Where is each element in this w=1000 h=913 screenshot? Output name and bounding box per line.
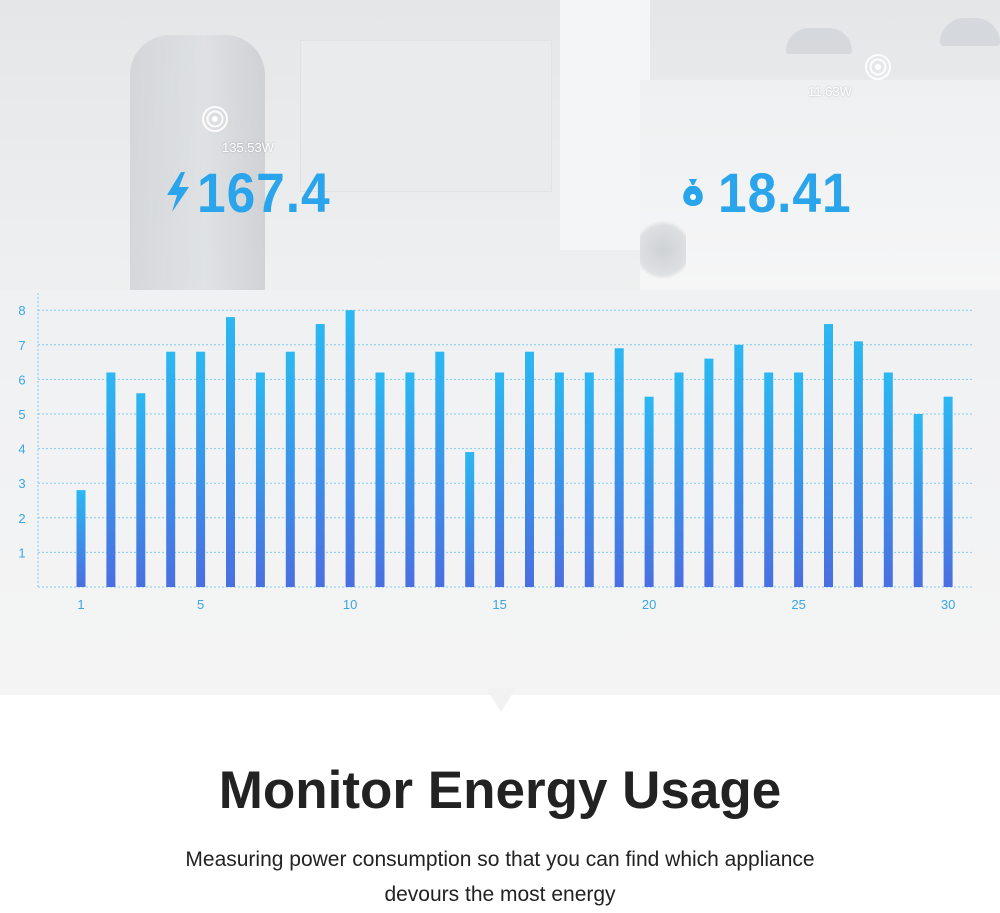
chart-x-axis: 1 5 10 15 20 25 30 [77, 597, 955, 612]
cost-stat: 18.41 [678, 157, 863, 227]
chart-bars [76, 310, 953, 587]
bar [136, 393, 146, 587]
x-tick-label: 15 [492, 597, 506, 612]
x-tick-label: 10 [343, 597, 357, 612]
bar [824, 324, 833, 587]
bar [525, 351, 534, 587]
bar [285, 351, 295, 587]
power-stat: 167.4 [163, 157, 342, 227]
background-lamp-1 [786, 28, 852, 54]
bar [883, 372, 893, 587]
bar [405, 372, 415, 587]
bar [166, 351, 176, 587]
x-tick-label: 20 [642, 597, 656, 612]
bar [226, 317, 235, 587]
hero-panel: 135.53W 11.63W 167.4 18.41 1 2 3 4 5 6 7 8 1 [0, 0, 1000, 695]
chart-gridlines [37, 293, 972, 588]
x-tick-label: 1 [77, 597, 84, 612]
page-headline: Monitor Energy Usage [218, 761, 782, 820]
y-tick-label: 8 [18, 303, 25, 318]
money-bag-icon [683, 179, 703, 206]
y-tick-label: 5 [18, 407, 25, 422]
bar [106, 372, 116, 587]
x-tick-label: 25 [791, 597, 805, 612]
y-tick-label: 2 [18, 511, 25, 526]
y-tick-label: 3 [18, 476, 25, 491]
power-stat-value: 167.4 [197, 160, 331, 224]
y-tick-label: 1 [18, 545, 25, 560]
chart-y-axis: 1 2 3 4 5 6 7 8 [18, 303, 25, 560]
left-plug-wattage: 135.53W [222, 140, 275, 155]
y-tick-label: 4 [18, 442, 25, 457]
bar [255, 372, 265, 587]
bar [614, 348, 624, 587]
bar [644, 396, 654, 587]
wifi-signal-icon [202, 106, 228, 132]
wifi-signal-icon [865, 54, 891, 80]
bar [495, 372, 505, 587]
right-plug-wattage: 11.63W [808, 84, 852, 99]
y-tick-label: 6 [18, 372, 25, 387]
bar [943, 396, 953, 587]
x-tick-label: 30 [941, 597, 955, 612]
background-plant [640, 215, 686, 285]
lightning-icon [167, 172, 189, 212]
x-tick-label: 5 [197, 597, 204, 612]
background-window-left [560, 0, 650, 250]
bar [315, 324, 325, 587]
bar [764, 372, 774, 587]
bar [853, 341, 863, 587]
bar [913, 414, 923, 587]
background-lamp-2 [940, 18, 1000, 46]
cost-stat-value: 18.41 [718, 160, 852, 224]
bar [345, 310, 355, 587]
bar [704, 358, 714, 587]
y-tick-label: 7 [18, 338, 25, 353]
bar [196, 351, 206, 587]
bar [435, 351, 445, 587]
bar [465, 452, 475, 587]
description-line-2: devours the most energy [384, 883, 616, 906]
bar [375, 372, 385, 587]
bar [76, 490, 86, 587]
bar [794, 372, 804, 587]
description-line-1: Measuring power consumption so that you … [185, 848, 815, 871]
bar [674, 372, 684, 587]
bar [584, 372, 594, 587]
panel-pointer-arrow [486, 688, 516, 712]
background-cabinet-upper [300, 40, 552, 192]
bar [554, 372, 564, 587]
bar [734, 344, 744, 587]
